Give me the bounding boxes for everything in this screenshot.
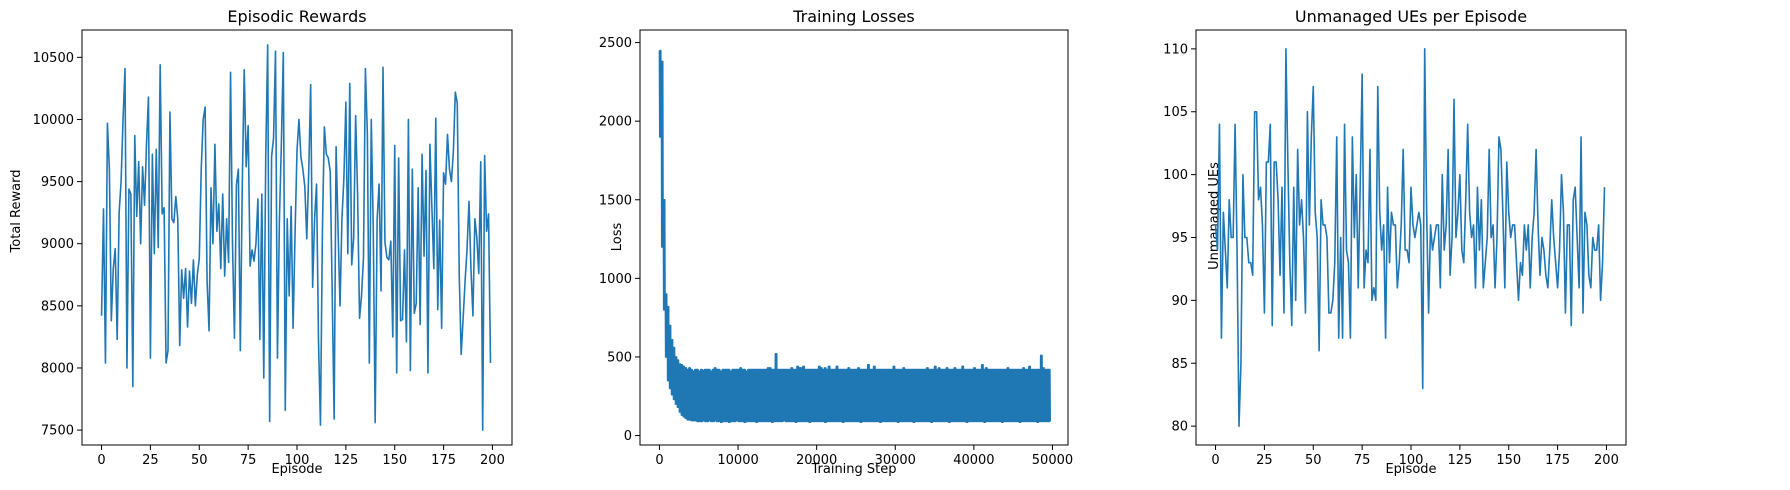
series-line: [658, 49, 1051, 424]
plot-frame: [1195, 29, 1627, 446]
y-tick-label: 80: [1171, 420, 1188, 435]
x-tick-label: 100: [1399, 453, 1424, 468]
plot-frame: [81, 29, 513, 446]
y-tick-label: 105: [1163, 105, 1188, 120]
x-tick-label: 200: [1594, 453, 1619, 468]
y-axis-title: Loss: [610, 223, 625, 252]
x-axis-title: Episode: [271, 462, 322, 477]
x-axis-title: Episode: [1385, 462, 1436, 477]
x-tick-label: 0: [97, 453, 105, 468]
plot-frame: [639, 29, 1069, 446]
x-tick-label: 75: [240, 453, 257, 468]
x-tick-label: 0: [1211, 453, 1219, 468]
x-tick-label: 50000: [1032, 453, 1073, 468]
series: [658, 49, 1051, 424]
y-tick-label: 100: [1163, 168, 1188, 183]
x-tick-label: 20000: [796, 453, 837, 468]
y-tick-label: 2500: [599, 36, 632, 51]
x-tick-label: 125: [1447, 453, 1472, 468]
x-tick-label: 50: [1305, 453, 1322, 468]
y-tick-label: 9500: [41, 175, 74, 190]
y-tick-label: 1500: [599, 193, 632, 208]
x-tick-label: 25: [142, 453, 159, 468]
x-tick-label: 175: [431, 453, 456, 468]
y-axis-title: Total Reward: [9, 170, 24, 254]
x-tick-label: 125: [333, 453, 358, 468]
y-tick-label: 110: [1163, 42, 1188, 57]
x-tick-label: 75: [1354, 453, 1371, 468]
x-tick-label: 10000: [717, 453, 758, 468]
x-tick-label: 150: [1496, 453, 1521, 468]
y-tick-label: 9000: [41, 237, 74, 252]
x-tick-label: 30000: [875, 453, 916, 468]
series-line: [100, 44, 492, 431]
x-tick-label: 150: [382, 453, 407, 468]
x-tick-label: 50: [191, 453, 208, 468]
x-tick-label: 100: [285, 453, 310, 468]
y-tick-label: 95: [1171, 231, 1188, 246]
x-tick-label: 40000: [953, 453, 994, 468]
series: [1214, 48, 1606, 427]
y-tick-label: 2000: [599, 115, 632, 130]
x-tick-label: 175: [1545, 453, 1570, 468]
y-tick-label: 1000: [599, 272, 632, 287]
chart-title: Unmanaged UEs per Episode: [1295, 7, 1527, 26]
axis-ticks: 0 10000 20000 30000 40000 50000 0 500 1000 1500 20…: [599, 36, 1073, 468]
series: [100, 44, 492, 431]
y-tick-label: 85: [1171, 357, 1188, 372]
y-tick-label: 500: [607, 350, 632, 365]
x-tick-label: 25: [1256, 453, 1273, 468]
y-tick-label: 8000: [41, 361, 74, 376]
y-tick-label: 8500: [41, 299, 74, 314]
x-tick-label: 200: [480, 453, 505, 468]
x-axis-title: Training Step: [810, 462, 896, 477]
chart-title: Episodic Rewards: [227, 7, 366, 26]
y-tick-label: 10500: [33, 51, 74, 66]
axis-ticks: 0 25 50 75 100 125 150 175 200 80 85 90 95 100 105 110: [1163, 42, 1619, 468]
chart-training-losses: Training Losses Training Step Loss 0 1000…: [599, 7, 1073, 477]
y-tick-label: 90: [1171, 294, 1188, 309]
y-tick-label: 10000: [33, 113, 74, 128]
y-tick-label: 0: [624, 429, 632, 444]
axis-ticks: 0 25 50 75 100 125 150 175 200 7500 8000 8500 9000 95…: [33, 51, 505, 468]
chart-episodic-rewards: Episodic Rewards Episode Total Reward 0 2…: [9, 7, 513, 477]
chart-unmanaged-ues: Unmanaged UEs per Episode Episode Unmana…: [1163, 7, 1627, 477]
series-line: [1214, 48, 1606, 427]
x-tick-label: 0: [655, 453, 663, 468]
chart-title: Training Losses: [792, 7, 915, 26]
y-tick-label: 7500: [41, 424, 74, 439]
